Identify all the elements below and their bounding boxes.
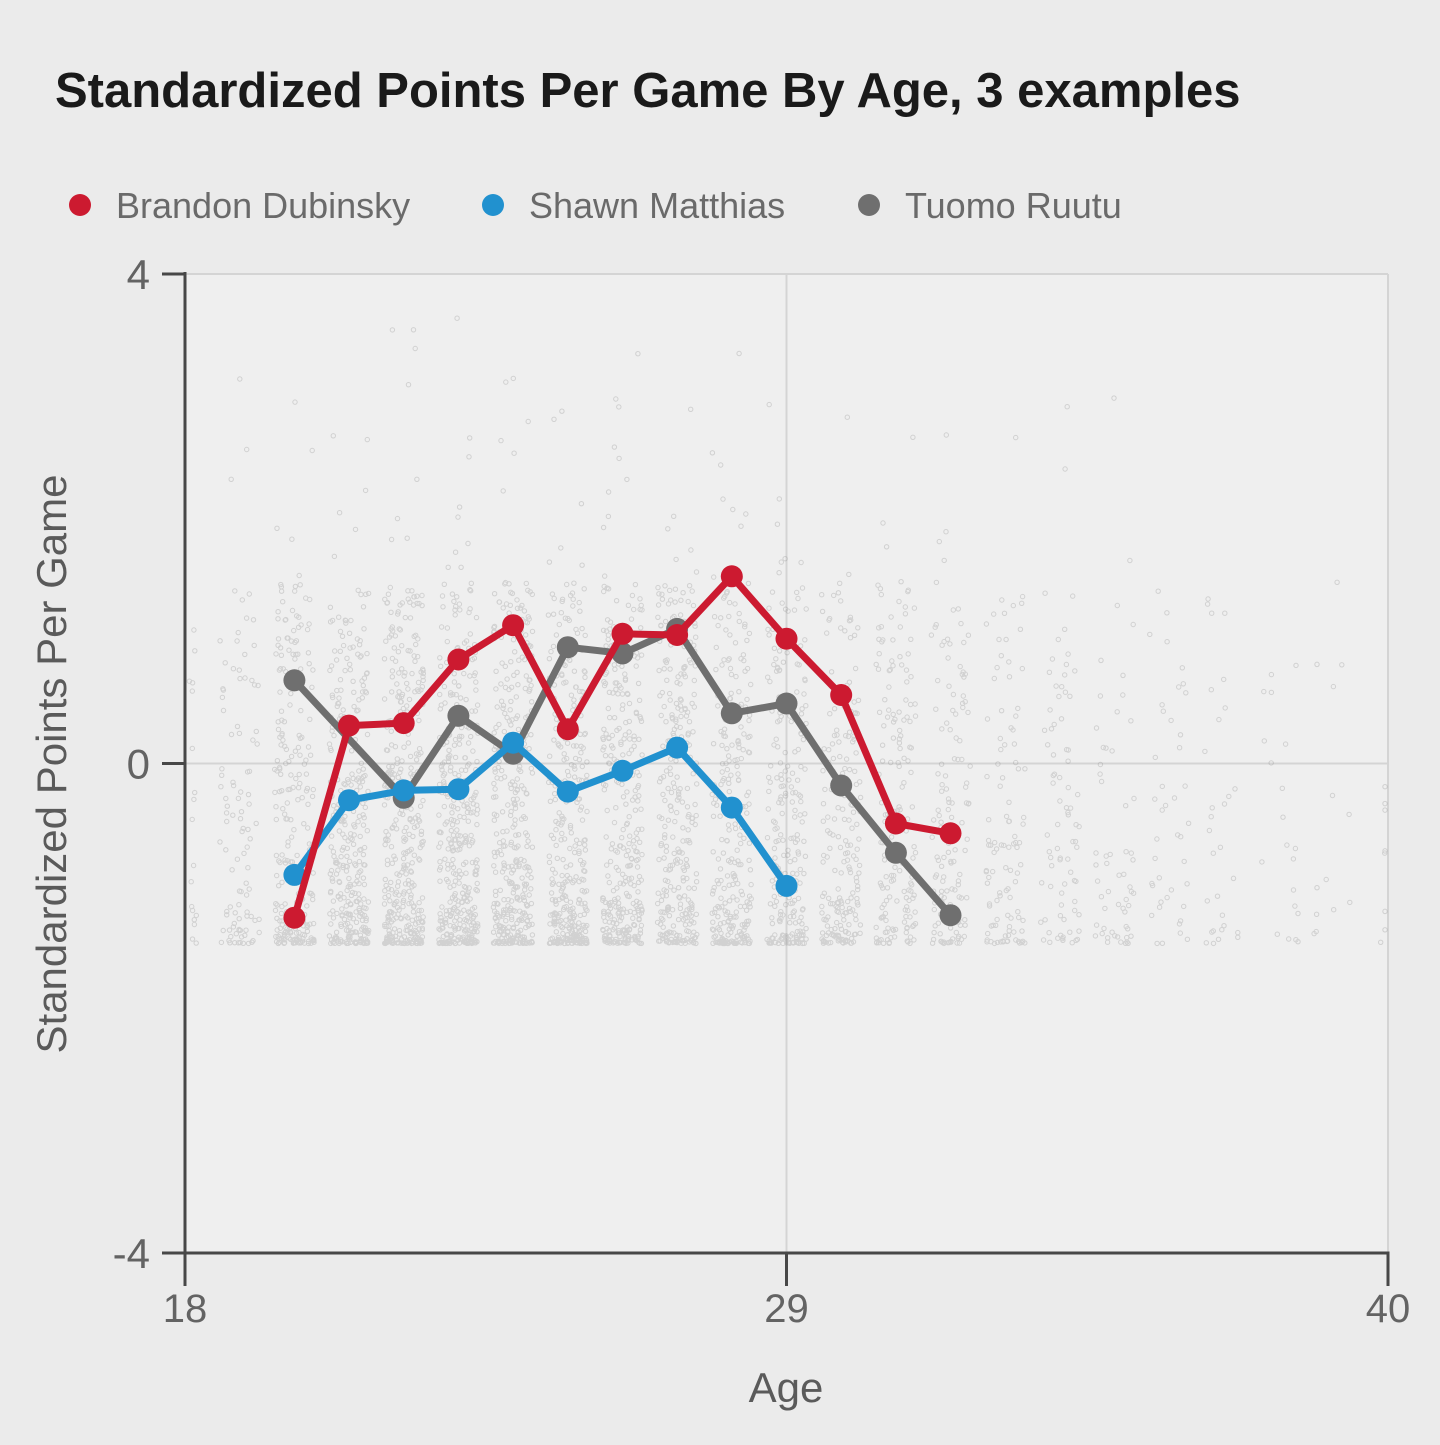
data-point (666, 624, 689, 646)
data-point (884, 841, 907, 864)
page-title: Standardized Points Per Game By Age, 3 e… (55, 64, 1241, 118)
legend-dot-icon (482, 194, 504, 216)
data-point (447, 778, 470, 801)
legend-label: Brandon Dubinsky (116, 185, 410, 226)
tick-labels: 40-418 29 40 (113, 251, 1411, 1331)
data-point (283, 906, 306, 929)
data-point (775, 692, 798, 715)
data-point (447, 704, 470, 727)
background-scatter (186, 315, 1388, 947)
data-point (502, 614, 525, 637)
data-point (392, 712, 415, 735)
data-point (338, 714, 360, 737)
data-point (720, 702, 743, 725)
data-point (556, 718, 579, 741)
data-point (884, 812, 907, 835)
y-tick-label: 0 (127, 741, 150, 788)
series-line (290, 625, 954, 919)
data-point (283, 669, 306, 692)
data-point (830, 774, 853, 797)
x-tick-label: 18 (163, 1287, 208, 1331)
legend: Brandon Dubinsky Shawn Matthias Tuomo Ruut… (69, 185, 1122, 226)
data-point (666, 736, 689, 759)
data-point (392, 779, 415, 802)
series-layer (283, 565, 962, 929)
data-point (611, 622, 634, 645)
y-axis-title: Standardized Points Per Game (28, 475, 75, 1054)
scatter-dots (186, 315, 1388, 947)
data-point (611, 759, 634, 782)
x-tick-label: 29 (764, 1287, 809, 1331)
data-point (720, 565, 743, 588)
data-point (830, 684, 853, 706)
gridlines (185, 273, 1389, 1253)
legend-dot-icon (69, 194, 91, 216)
x-tick-label: 40 (1366, 1287, 1411, 1331)
data-point (447, 648, 470, 671)
data-point (775, 627, 798, 650)
series-brandon-dubinsky (283, 565, 962, 929)
legend-item-shawn-matthias: Shawn Matthias (482, 185, 785, 226)
data-point (939, 822, 962, 845)
series-shawn-matthias (283, 731, 798, 897)
legend-label: Shawn Matthias (529, 185, 785, 226)
y-tick-label: 4 (127, 251, 150, 298)
data-point (939, 904, 962, 927)
y-tick-label: -4 (113, 1230, 150, 1277)
data-point (556, 780, 579, 803)
legend-label: Tuomo Ruutu (905, 185, 1122, 226)
data-point (720, 796, 743, 819)
x-axis-title: Age (749, 1364, 824, 1411)
data-point (338, 789, 360, 812)
legend-dot-icon (858, 194, 880, 216)
data-point (775, 874, 798, 897)
legend-item-tuomo-ruutu: Tuomo Ruutu (858, 185, 1122, 226)
legend-item-brandon-dubinsky: Brandon Dubinsky (69, 185, 410, 226)
data-point (283, 863, 306, 886)
axes (162, 272, 1390, 1286)
data-point (556, 636, 579, 659)
series-line (290, 739, 790, 890)
data-point (502, 731, 525, 754)
